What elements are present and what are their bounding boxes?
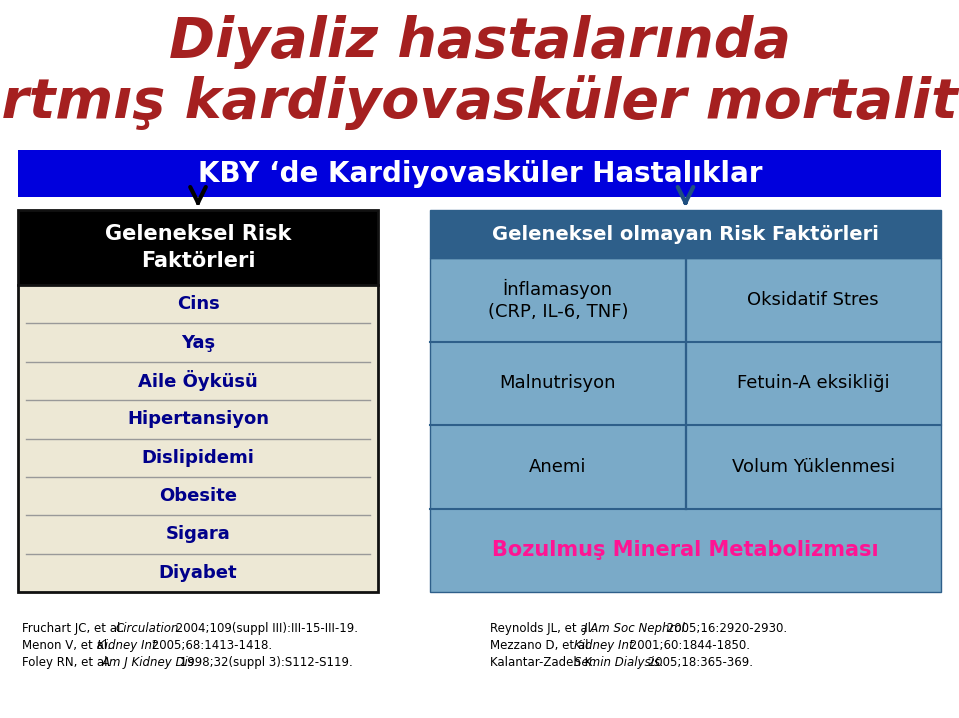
Text: Volum Yüklenmesi: Volum Yüklenmesi — [732, 458, 895, 476]
Text: Diyaliz hastalarında: Diyaliz hastalarında — [169, 15, 791, 69]
Bar — [18, 150, 941, 197]
Text: 2001;60:1844-1850.: 2001;60:1844-1850. — [625, 639, 750, 652]
Text: Yaş: Yaş — [181, 334, 215, 352]
Text: Reynolds JL, et al.: Reynolds JL, et al. — [490, 622, 598, 635]
Text: Sigara: Sigara — [166, 526, 230, 544]
Text: Dislipidemi: Dislipidemi — [142, 449, 254, 467]
Text: Cins: Cins — [176, 295, 220, 313]
Text: Geleneksel olmayan Risk Faktörleri: Geleneksel olmayan Risk Faktörleri — [492, 225, 879, 243]
Bar — [430, 258, 941, 592]
Text: Kidney Int.: Kidney Int. — [574, 639, 638, 652]
Text: 1998;32(suppl 3):S112-S119.: 1998;32(suppl 3):S112-S119. — [176, 656, 353, 669]
Text: 2005;16:2920-2930.: 2005;16:2920-2930. — [663, 622, 787, 635]
Text: Bozulmuş Mineral Metabolizması: Bozulmuş Mineral Metabolizması — [492, 540, 878, 560]
Text: Malnutrisyon: Malnutrisyon — [500, 374, 616, 392]
Text: Fetuin-A eksikliği: Fetuin-A eksikliği — [737, 374, 890, 392]
Text: Obesite: Obesite — [159, 487, 237, 505]
Text: 2005;68:1413-1418.: 2005;68:1413-1418. — [149, 639, 272, 652]
Text: artmış kardiyovasküler mortalite: artmış kardiyovasküler mortalite — [0, 75, 959, 130]
Text: Am J Kidney Dis.: Am J Kidney Dis. — [102, 656, 199, 669]
Text: J Am Soc Nephrol.: J Am Soc Nephrol. — [583, 622, 690, 635]
Text: İnflamasyon
(CRP, IL-6, TNF): İnflamasyon (CRP, IL-6, TNF) — [487, 279, 628, 321]
Text: Foley RN, et al.: Foley RN, et al. — [22, 656, 115, 669]
Text: Fruchart JC, et al.: Fruchart JC, et al. — [22, 622, 128, 635]
Text: Mezzano D, et al.: Mezzano D, et al. — [490, 639, 596, 652]
Text: Semin Dialysis.: Semin Dialysis. — [574, 656, 664, 669]
Text: KBY ‘de Kardiyovasküler Hastalıklar: KBY ‘de Kardiyovasküler Hastalıklar — [198, 159, 762, 187]
Bar — [18, 285, 378, 592]
Text: Menon V, et al.: Menon V, et al. — [22, 639, 115, 652]
Text: 2005;18:365-369.: 2005;18:365-369. — [644, 656, 753, 669]
Text: Kalantar-Zadeh K.: Kalantar-Zadeh K. — [490, 656, 599, 669]
Text: Aile Öyküsü: Aile Öyküsü — [138, 370, 258, 391]
Bar — [18, 210, 378, 285]
Text: Circulation.: Circulation. — [115, 622, 183, 635]
Bar — [430, 210, 941, 258]
Text: Oksidatif Stres: Oksidatif Stres — [747, 291, 879, 309]
Text: Hipertansiyon: Hipertansiyon — [127, 410, 269, 429]
Text: Geleneksel Risk
Faktörleri: Geleneksel Risk Faktörleri — [105, 224, 292, 271]
Text: Anemi: Anemi — [529, 458, 587, 476]
Text: Diyabet: Diyabet — [158, 564, 237, 582]
Text: 2004;109(suppl III):III-15-III-19.: 2004;109(suppl III):III-15-III-19. — [172, 622, 358, 635]
Text: Kidney Int.: Kidney Int. — [97, 639, 160, 652]
